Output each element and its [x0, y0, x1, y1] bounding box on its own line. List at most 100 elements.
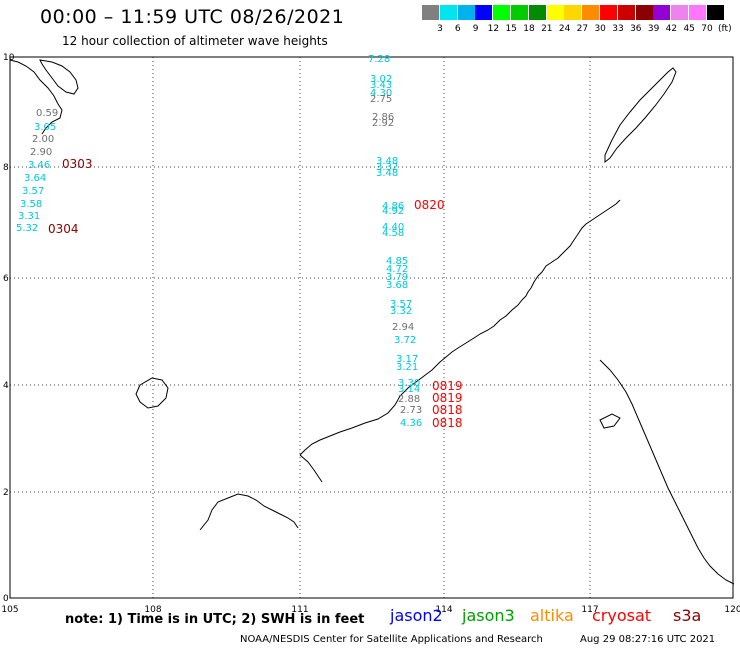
wave-height-value: 2.88 — [398, 394, 420, 405]
wave-height-value: 3.64 — [24, 173, 46, 184]
scale-label: 6 — [454, 24, 461, 34]
wave-height-value: 3.31 — [18, 211, 40, 222]
coastline-palawan — [299, 454, 323, 483]
y-tick-label: 10 — [3, 53, 15, 63]
scale-label: (ft) — [718, 24, 732, 34]
map-subtitle: 12 hour collection of altimeter wave hei… — [62, 34, 328, 48]
scale-label: 36 — [630, 24, 642, 34]
axis-ticks: 105 108 111 114 117 120 0 2 4 6 8 10 — [1, 53, 740, 615]
scale-label: 9 — [472, 24, 479, 34]
footer-note: note: 1) Time is in UTC; 2) SWH is in fe… — [65, 612, 365, 627]
wave-height-value: 4.92 — [382, 206, 404, 217]
scale-label: 70 — [701, 24, 713, 34]
scale-label: 21 — [541, 24, 553, 34]
wave-height-value: 0.59 — [36, 108, 58, 119]
wave-height-value: 3.72 — [394, 335, 416, 346]
wave-height-value: 4.72 — [386, 264, 408, 275]
x-tick-label: 108 — [144, 605, 161, 615]
wave-height-value: 4.40 — [382, 222, 404, 233]
wave-height-value: 2.73 — [400, 405, 422, 416]
wave-height-value: 3.14 — [398, 384, 420, 395]
scale-swatch — [564, 5, 582, 20]
scale-swatch — [671, 5, 689, 20]
wave-height-value: 3.48 — [376, 168, 398, 179]
scale-swatch — [582, 5, 600, 20]
wave-height-value: 3.46 — [28, 160, 50, 171]
wave-height-value: 2.86 — [372, 112, 394, 123]
pass-time-label: 0818 — [432, 403, 463, 417]
wave-height-value: 4.86 — [382, 201, 404, 212]
satellite-name-altika: altika — [530, 606, 574, 625]
pass-time-label: 0819 — [432, 391, 463, 405]
wave-height-value: 4.36 — [400, 418, 422, 429]
scale-swatch — [511, 5, 528, 20]
pass-time-label: 0818 — [432, 416, 463, 430]
scale-label: 30 — [594, 24, 606, 34]
wave-height-value: 2.92 — [372, 118, 394, 129]
wave-height-value: 3.32 — [390, 306, 412, 317]
map-frame — [9, 56, 734, 599]
wave-height-value: 3.17 — [396, 354, 418, 365]
wave-height-value: 3.30 — [398, 378, 420, 389]
satellite-name-cryosat: cryosat — [592, 606, 652, 625]
wave-height-value: 2.94 — [392, 322, 414, 333]
scale-swatch — [706, 5, 724, 20]
pass-time-label: 0303 — [62, 157, 93, 171]
scale-swatch — [653, 5, 671, 20]
wave-height-value: 3.58 — [20, 199, 42, 210]
wave-height-value: 4.58 — [382, 228, 404, 239]
wave-height-value: 4.85 — [386, 256, 408, 267]
observation-values: 7.283.023.434.302.752.862.923.483.323.48… — [16, 54, 422, 429]
pass-time-label: 0820 — [414, 198, 445, 212]
grid-lines — [9, 56, 734, 599]
coastline-island-hainan — [135, 377, 169, 409]
wave-height-value: 3.43 — [370, 80, 392, 91]
coastline — [9, 59, 735, 585]
y-tick-label: 2 — [3, 488, 9, 498]
map-title: 00:00 – 11:59 UTC 08/26/2021 — [40, 6, 345, 28]
coastline-taiwan — [604, 67, 677, 164]
scale-swatch — [546, 5, 564, 20]
pass-time-label: 0304 — [48, 222, 79, 236]
wave-height-value: 3.57 — [390, 299, 412, 310]
wave-height-value: 4.30 — [370, 88, 392, 99]
coastline-islands-east — [599, 413, 621, 429]
coastline-vietnam-north — [39, 59, 79, 95]
coastline-borneo — [199, 493, 299, 531]
coastline-mainland — [299, 199, 621, 456]
wave-height-value: 7.28 — [368, 54, 390, 65]
wave-height-value: 3.05 — [34, 122, 56, 133]
y-tick-label: 6 — [3, 274, 9, 284]
scale-swatch — [528, 5, 546, 20]
satellite-name-jason2: jason2 — [390, 606, 443, 625]
wave-height-value: 3.02 — [370, 74, 392, 85]
wave-height-value: 3.57 — [22, 186, 44, 197]
wave-height-value: 3.79 — [386, 272, 408, 283]
scale-swatch — [422, 5, 439, 20]
scale-label: 42 — [665, 24, 678, 34]
x-tick-label: 117 — [581, 605, 598, 615]
wave-height-value: 3.32 — [376, 162, 398, 173]
y-tick-label: 8 — [3, 163, 9, 173]
credit-text: NOAA/NESDIS Center for Satellite Applica… — [240, 634, 543, 645]
x-tick-label: 105 — [1, 605, 18, 615]
scale-swatch — [493, 5, 511, 20]
satellite-name-jason3: jason3 — [462, 606, 515, 625]
scale-swatch — [617, 5, 635, 20]
scale-swatch — [635, 5, 653, 20]
scale-label: 45 — [683, 24, 695, 34]
wave-height-value: 2.00 — [32, 134, 54, 145]
y-tick-label: 4 — [3, 381, 9, 391]
scale-label: 18 — [523, 24, 535, 34]
coastline-east — [599, 359, 735, 585]
satellite-name-s3a: s3a — [673, 606, 702, 625]
wave-height-value: 3.68 — [386, 280, 408, 291]
scale-swatch — [457, 5, 475, 20]
x-tick-label: 120 — [724, 605, 740, 615]
scale-swatch — [475, 5, 493, 20]
x-tick-label: 111 — [291, 605, 308, 615]
scale-swatch — [689, 5, 706, 20]
scale-label: 24 — [558, 24, 571, 34]
